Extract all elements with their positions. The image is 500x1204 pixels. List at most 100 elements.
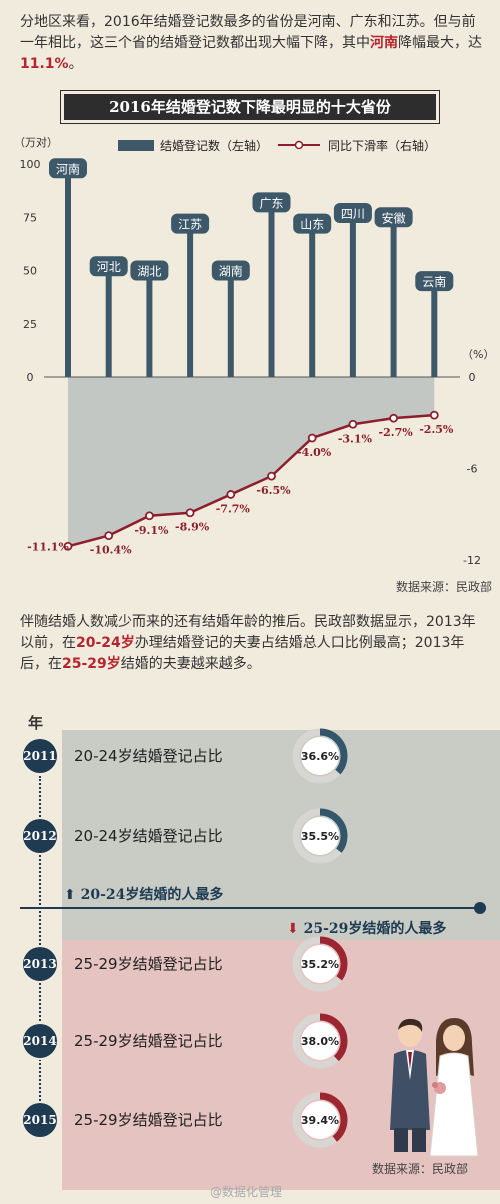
age-highlight-1: 20-24岁: [76, 635, 135, 651]
donut-value: 35.2%: [301, 958, 339, 971]
data-source: 数据来源：民政部: [396, 580, 493, 594]
decline-line: [67, 413, 435, 548]
intro-text-2: 降幅最大，达: [398, 35, 482, 51]
line-data-label: -3.1%: [338, 432, 373, 445]
donut-2015: 39.4%: [292, 1092, 348, 1148]
line-data-label: -4.0%: [297, 446, 332, 459]
bar-云南: [431, 281, 438, 377]
bar-江苏: [187, 223, 194, 377]
bar-河北: [105, 266, 112, 377]
category-label: 四川: [341, 207, 365, 221]
divider-up-label: ⬆ 20-24岁结婚的人最多: [64, 884, 223, 904]
bar-tag-江苏: [171, 213, 210, 234]
legend-line-label: 同比下滑率（右轴）: [328, 138, 436, 153]
donut-fill: [292, 808, 348, 864]
intro-value: 11.1%: [20, 56, 69, 72]
donut-center: [301, 817, 339, 855]
donut-2012: 35.5%: [292, 808, 348, 864]
donut-value: 39.4%: [301, 1114, 339, 1127]
panel-20-24: [62, 730, 500, 940]
age-text-3: 结婚的夫妻越来越多。: [120, 656, 261, 672]
y-tick-75: 75: [23, 211, 37, 224]
line-point: [429, 410, 439, 420]
intro-highlight: 河南: [370, 35, 398, 51]
donut-fill: [292, 936, 348, 992]
arrow-down-icon: ⬇: [287, 921, 299, 937]
y-tick-50: 50: [23, 265, 37, 278]
row-label: 20-24岁结婚登记占比: [74, 827, 223, 845]
wedding-couple-illustration: [390, 1018, 479, 1157]
watermark: @数据化管理: [210, 1185, 283, 1199]
donut-center: [301, 945, 339, 983]
row-label: 25-29岁结婚登记占比: [74, 955, 223, 973]
bar-广东: [268, 202, 275, 377]
donut-2013: 35.2%: [292, 936, 348, 992]
donut-fill: [292, 728, 348, 784]
y-tick-0: 0: [27, 371, 34, 384]
row-label: 20-24岁结婚登记占比: [74, 747, 223, 765]
year-badge-2014: 2014: [23, 1024, 57, 1058]
decline-area: [68, 377, 435, 547]
donut-2014: 38.0%: [292, 1013, 348, 1069]
line-data-label: -11.1%: [27, 540, 69, 553]
line-data-label: -8.9%: [175, 521, 210, 534]
bar-tag-湖北: [130, 260, 169, 281]
category-label: 河南: [56, 161, 80, 176]
line-point: [226, 490, 236, 499]
divider-dot: [474, 902, 486, 914]
line-data-label: -7.7%: [216, 502, 251, 515]
chart-title: 2016年结婚登记数下降最明显的十大省份: [64, 94, 436, 120]
legend-bar-swatch: [118, 140, 154, 151]
divider-line: [20, 907, 482, 909]
y2-tick-neg6: -6: [467, 463, 478, 476]
row-label: 25-29岁结婚登记占比: [74, 1111, 223, 1129]
donut-center: [301, 1022, 339, 1060]
line-point: [63, 541, 73, 551]
donut-center: [301, 737, 339, 775]
line-point: [389, 413, 399, 423]
category-label: 河北: [97, 260, 121, 274]
bar-四川: [349, 212, 356, 377]
line-point: [185, 508, 195, 518]
category-label: 云南: [422, 274, 446, 289]
y2-axis-unit: （%）: [462, 348, 494, 361]
bar-tag-湖南: [211, 260, 250, 281]
line-data-label: -10.4%: [90, 544, 132, 557]
year-axis-title: 年: [28, 714, 44, 732]
age-paragraph: 伴随结婚人数减少而来的还有结婚年龄的推后。民政部数据显示，2013年以前，在20…: [20, 612, 482, 675]
bar-tag-四川: [333, 202, 372, 223]
category-label: 湖南: [219, 264, 243, 279]
line-data-label: -2.5%: [419, 423, 454, 436]
donut-value: 35.5%: [301, 830, 339, 843]
donut-center: [301, 1101, 339, 1139]
y-axis-unit: （万对）: [14, 135, 58, 149]
arrow-up-icon: ⬆: [64, 887, 76, 903]
bar-湖北: [146, 270, 153, 377]
intro-text: 分地区来看，2016年结婚登记数最多的省份是河南、广东和江苏。但与前一年相比，这…: [20, 14, 476, 51]
bar-山东: [309, 223, 316, 377]
divider-up-text: 20-24岁结婚的人最多: [80, 887, 224, 903]
bar-tag-山东: [293, 213, 332, 234]
line-data-label: -9.1%: [134, 524, 169, 537]
donut-value: 36.6%: [301, 750, 339, 763]
category-label: 湖北: [137, 264, 161, 279]
year-badge-2011: 2011: [23, 739, 57, 773]
line-point: [348, 419, 358, 429]
year-badge-2013: 2013: [23, 947, 57, 981]
bar-河南: [65, 168, 71, 377]
row-label: 25-29岁结婚登记占比: [74, 1032, 223, 1050]
intro-paragraph: 分地区来看，2016年结婚登记数最多的省份是河南、广东和江苏。但与前一年相比，这…: [20, 12, 482, 75]
donut-2011: 36.6%: [292, 728, 348, 784]
divider-down-label: ⬇ 25-29岁结婚的人最多: [287, 918, 446, 938]
line-data-label: -6.5%: [256, 484, 291, 497]
line-point: [307, 433, 317, 443]
bar-tag-河北: [89, 256, 128, 277]
category-label: 广东: [259, 196, 283, 210]
y-tick-25: 25: [23, 318, 37, 331]
category-label: 江苏: [178, 218, 202, 232]
legend-line-marker: [294, 140, 304, 150]
line-point: [144, 511, 154, 521]
bar-安徽: [390, 217, 397, 377]
intro-text-3: 。: [68, 56, 83, 72]
category-label: 山东: [300, 218, 324, 232]
